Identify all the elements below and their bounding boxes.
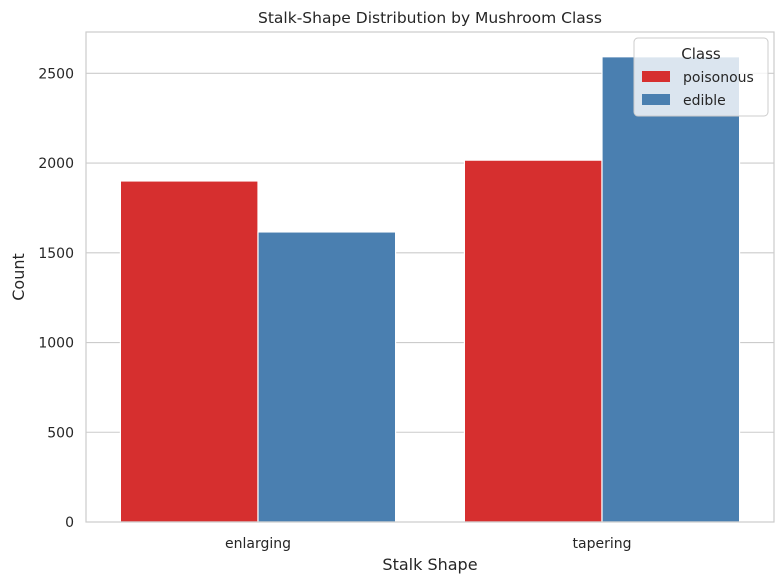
- legend-label-poisonous: poisonous: [683, 70, 754, 86]
- y-tick-label: 2500: [38, 66, 74, 82]
- legend-label-edible: edible: [683, 93, 726, 109]
- legend-title: Class: [681, 45, 721, 63]
- bar-edible-tapering: [601, 56, 741, 523]
- plot-frame: [85, 31, 775, 523]
- y-tick-label: 1000: [38, 336, 74, 352]
- legend-swatch-edible: [642, 94, 670, 105]
- bar-edible-enlarging: [257, 231, 397, 523]
- x-tick-label: tapering: [573, 536, 632, 552]
- y-tick-label: 2000: [38, 156, 74, 172]
- bar-poisonous-enlarging: [119, 180, 259, 523]
- y-tick-labels: 0 500 1000 1500 2000 2500: [38, 66, 74, 531]
- x-tick-labels: enlarging tapering: [225, 536, 632, 552]
- x-axis-title: Stalk Shape: [382, 555, 477, 574]
- y-tick-label: 0: [65, 515, 74, 531]
- legend-swatch-poisonous: [642, 71, 670, 82]
- bar-layer: [119, 56, 741, 523]
- y-tick-label: 1500: [38, 246, 74, 262]
- chart-title: Stalk-Shape Distribution by Mushroom Cla…: [258, 9, 602, 27]
- y-tick-label: 500: [47, 425, 74, 441]
- x-tick-label: enlarging: [225, 536, 291, 552]
- y-axis-title: Count: [9, 253, 28, 301]
- legend: Class poisonous edible: [633, 37, 769, 117]
- bar-poisonous-tapering: [463, 159, 603, 523]
